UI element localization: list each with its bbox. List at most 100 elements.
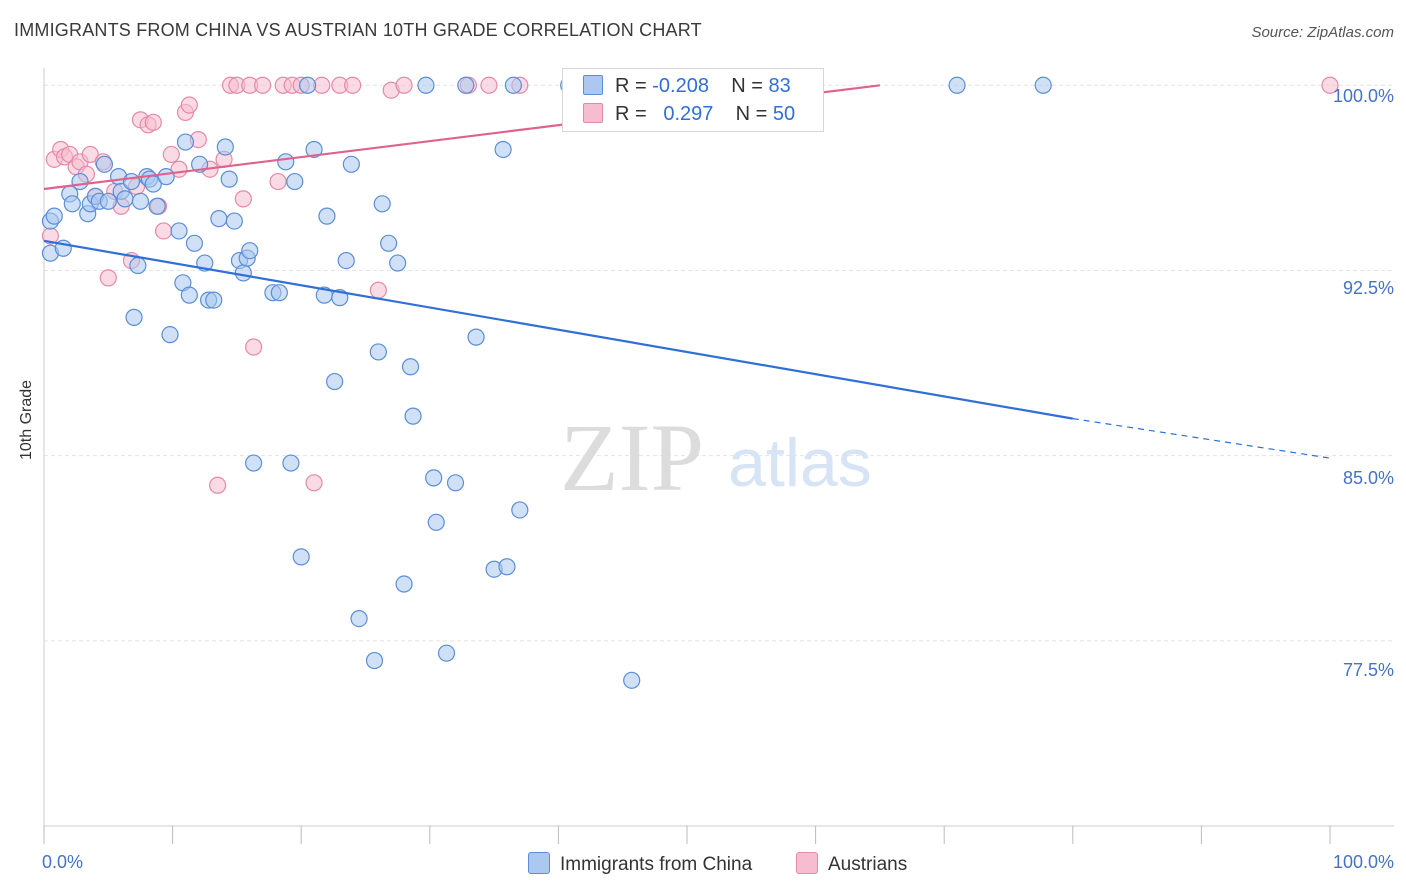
china-point-5 [63, 195, 81, 213]
y-tick-label-92-5: 92.5% [1342, 278, 1394, 298]
china-point-17 [125, 308, 143, 326]
china-legend-swatch [528, 852, 550, 874]
austria-point-47 [480, 76, 498, 94]
china-point-24 [157, 168, 175, 186]
china-point-71 [446, 474, 465, 492]
china-point-42 [241, 242, 259, 260]
china-point-70 [437, 644, 456, 662]
china-point-67 [417, 76, 435, 94]
watermark-atlas: atlas [728, 425, 872, 501]
austria-point-20 [154, 222, 173, 240]
china-trendline-extension [1072, 418, 1331, 459]
austria-point-21 [162, 145, 180, 164]
china-point-47 [282, 454, 300, 472]
axes [43, 68, 1394, 844]
china-point-35 [210, 210, 228, 228]
austria-point-33 [245, 338, 263, 356]
correlation-legend: R = -0.208 N = 83 R = 0.297 N = 50 [562, 68, 824, 132]
china-point-3 [45, 207, 63, 225]
china-point-62 [380, 234, 398, 252]
china-point-63 [389, 254, 407, 272]
china-n-label: N = [731, 75, 763, 97]
china-point-81 [948, 76, 966, 94]
china-trendline [43, 239, 1073, 420]
austria-point-45 [395, 76, 413, 94]
china-point-50 [299, 76, 317, 94]
china-swatch [583, 75, 603, 95]
china-point-6 [71, 172, 89, 191]
china-point-34 [205, 291, 223, 309]
china-legend-label: Immigrants from China [560, 854, 753, 875]
china-point-75 [494, 140, 512, 159]
austria-point-11 [99, 269, 117, 287]
legend-row-austria: R = 0.297 N = 50 [583, 103, 795, 126]
china-point-78 [511, 501, 529, 519]
china-point-40 [234, 264, 252, 282]
austria-point-42 [344, 76, 362, 94]
china-point-37 [220, 170, 238, 188]
legend-item-china: Immigrants from China [528, 852, 752, 876]
austria-point-31 [234, 190, 252, 208]
china-point-60 [369, 343, 387, 361]
china-point-30 [185, 234, 204, 252]
china-point-59 [365, 651, 384, 670]
china-point-12 [99, 192, 117, 210]
china-point-11 [95, 155, 114, 173]
china-point-69 [427, 513, 445, 531]
china-point-15 [116, 190, 134, 208]
china-point-64 [395, 575, 413, 593]
china-point-73 [467, 328, 485, 346]
y-tick-label-77-5: 77.5% [1342, 660, 1394, 680]
china-point-25 [161, 326, 179, 344]
austria-swatch [583, 103, 603, 123]
y-tick-label-85: 85.0% [1342, 468, 1394, 488]
austria-point-27 [209, 476, 227, 494]
austria-n-value: 50 [772, 103, 796, 125]
china-point-45 [270, 284, 288, 302]
austria-r-value: 0.297 [663, 103, 714, 125]
china-r-value: -0.208 [652, 75, 709, 97]
china-point-38 [225, 212, 243, 230]
austria-point-49 [1321, 76, 1339, 94]
china-point-36 [216, 138, 234, 156]
china-point-43 [245, 454, 263, 472]
china-point-46 [277, 153, 295, 171]
china-point-65 [401, 358, 420, 376]
austria-point-39 [305, 474, 323, 492]
china-point-80 [623, 671, 641, 689]
legend-row-china: R = -0.208 N = 83 [583, 75, 791, 98]
china-point-54 [326, 372, 344, 391]
gridlines [44, 84, 1394, 642]
x-tick-label-0: 0.0% [42, 852, 84, 872]
china-point-19 [131, 192, 150, 210]
austria-point-18 [144, 113, 162, 131]
austria-r-label: R = [615, 103, 647, 125]
china-point-68 [425, 469, 443, 487]
china-point-82 [1034, 76, 1052, 94]
source-label: Source: ZipAtlas.com [1251, 24, 1394, 41]
china-point-18 [122, 172, 141, 191]
austria-legend-swatch [796, 852, 818, 874]
y-tick-label-100: 100.0% [1332, 86, 1394, 106]
china-point-16 [129, 256, 147, 275]
china-point-48 [286, 172, 304, 191]
austria-point-8 [81, 145, 99, 164]
austria-legend-label: Austrians [828, 854, 908, 875]
china-point-28 [180, 286, 198, 304]
austria-point-43 [369, 281, 387, 299]
watermark-zip: ZIP [560, 404, 704, 511]
china-point-72 [457, 76, 475, 94]
austria-n-label: N = [735, 103, 768, 125]
china-point-49 [292, 548, 310, 566]
china-point-51 [305, 140, 323, 159]
china-point-56 [337, 251, 355, 270]
chart-title: IMMIGRANTS FROM CHINA VS AUSTRIAN 10TH G… [14, 20, 702, 40]
china-point-77 [504, 76, 522, 94]
austria-point-35 [269, 172, 287, 191]
china-point-57 [342, 155, 360, 173]
china-r-label: R = [615, 75, 647, 97]
x-tick-label-100: 100.0% [1332, 852, 1394, 872]
china-points [41, 76, 1052, 689]
china-point-76 [498, 558, 516, 576]
